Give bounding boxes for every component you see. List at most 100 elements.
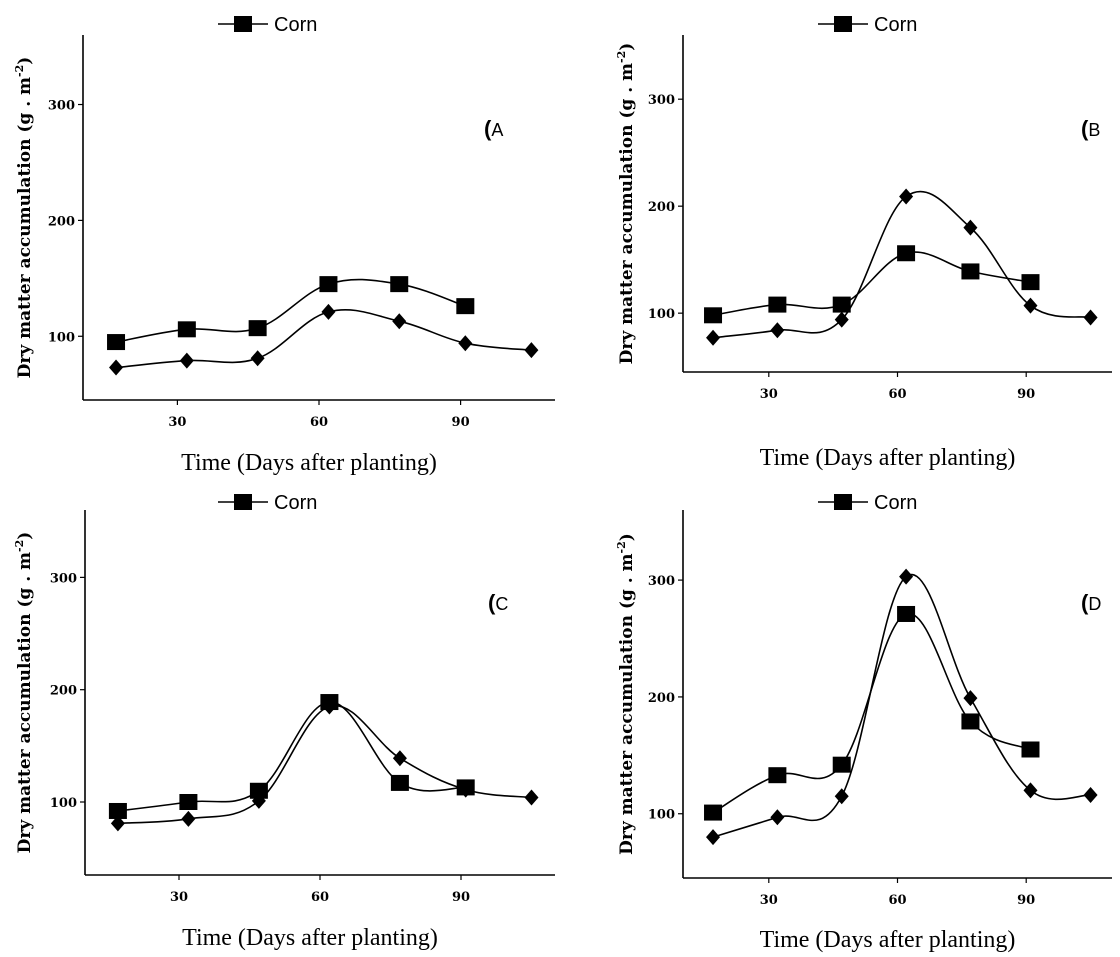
- legend: Corn: [818, 492, 917, 514]
- x-tick-label: 30: [170, 890, 188, 905]
- y-tick-label: 200: [648, 691, 675, 706]
- y-axis-label: Dry matter accumulation (g . m-2): [615, 43, 637, 365]
- diamond-point: [706, 329, 721, 346]
- diamond-point: [1083, 309, 1098, 326]
- series-diamond: [706, 188, 1098, 346]
- legend-label: Corn: [874, 14, 917, 36]
- series-corn: [704, 245, 1040, 324]
- y-tick-label: 200: [48, 214, 75, 229]
- legend: Corn: [218, 492, 317, 514]
- y-tick-label: 300: [648, 93, 675, 108]
- x-axis-label: Time (Days after planting): [760, 927, 1016, 953]
- diamond-point: [179, 352, 194, 369]
- square-point: [897, 605, 916, 622]
- legend-square-marker: [234, 494, 252, 510]
- series-diamond: [110, 698, 539, 832]
- diamond-point: [251, 792, 266, 809]
- x-tick-label: 60: [888, 387, 906, 402]
- series-corn: [107, 276, 475, 351]
- diamond-point: [321, 303, 336, 320]
- diamond-point: [963, 219, 978, 236]
- legend-square-marker: [834, 494, 852, 510]
- square-point: [456, 298, 475, 315]
- square-point: [832, 756, 851, 773]
- square-point: [1021, 741, 1040, 758]
- diamond-point: [181, 810, 196, 827]
- diamond-point: [250, 350, 265, 367]
- series-diamond-line: [115, 308, 532, 369]
- y-axis-label: Dry matter accumulation (g . m-2): [615, 533, 637, 855]
- legend-square-marker: [234, 16, 252, 32]
- diamond-point: [109, 359, 124, 376]
- y-tick-label: 200: [648, 200, 675, 215]
- panel-d: 30 60 90 100 200 300 Time (Days after planting…: [615, 492, 1112, 953]
- square-point: [704, 804, 723, 821]
- square-point: [832, 296, 851, 313]
- series-corn-line: [117, 701, 466, 812]
- square-point: [768, 296, 787, 313]
- x-tick-label: 90: [1017, 893, 1035, 908]
- series-corn: [704, 605, 1040, 821]
- diamond-point: [1023, 782, 1038, 799]
- x-tick-label: 60: [888, 893, 906, 908]
- diamond-point: [899, 568, 914, 585]
- y-axis-label: Dry matter accumulation (g . m-2): [13, 57, 35, 379]
- diamond-point: [1023, 297, 1038, 314]
- diamond-point: [963, 690, 978, 707]
- y-tick-label: 100: [648, 808, 675, 823]
- diamond-point: [770, 809, 785, 826]
- series-corn-line: [712, 613, 1031, 814]
- diamond-point: [1083, 787, 1098, 804]
- diamond-point: [834, 311, 849, 328]
- series-diamond: [706, 568, 1098, 846]
- x-tick-label: 60: [311, 890, 329, 905]
- diamond-point: [322, 698, 337, 715]
- square-point: [961, 263, 980, 280]
- panel-label: (C: [488, 590, 508, 615]
- legend-square-marker: [834, 16, 852, 32]
- y-tick-label: 300: [50, 571, 77, 586]
- legend-label: Corn: [274, 492, 317, 514]
- x-tick-label: 90: [452, 890, 470, 905]
- legend-label: Corn: [874, 492, 917, 514]
- diamond-point: [110, 815, 125, 832]
- square-point: [1021, 274, 1040, 291]
- series-diamond: [109, 303, 539, 376]
- x-tick-label: 30: [760, 893, 778, 908]
- square-point: [768, 767, 787, 784]
- diamond-point: [770, 322, 785, 339]
- panel-c: 30 60 90 100 200 300 Time (Days after planting…: [13, 492, 555, 951]
- y-axis-label: Dry matter accumulation (g . m-2): [13, 532, 35, 854]
- x-axis-label: Time (Days after planting): [182, 925, 438, 951]
- y-tick-label: 300: [648, 574, 675, 589]
- x-tick-label: 90: [452, 415, 470, 430]
- y-tick-label: 200: [50, 684, 77, 699]
- panel-label: (D: [1081, 590, 1101, 615]
- y-tick-label: 100: [48, 330, 75, 345]
- square-point: [108, 802, 127, 819]
- square-point: [248, 320, 267, 337]
- diamond-point: [392, 313, 407, 330]
- diamond-point: [706, 829, 721, 846]
- panel-a: 30 60 90 100 200 300 Time (Days after planting…: [13, 14, 555, 476]
- square-point: [390, 276, 409, 293]
- diamond-point: [524, 342, 539, 359]
- series-corn: [108, 694, 475, 819]
- y-tick-label: 100: [648, 307, 675, 322]
- diamond-point: [834, 788, 849, 805]
- diamond-point: [899, 188, 914, 205]
- x-tick-label: 30: [760, 387, 778, 402]
- diamond-point: [458, 781, 473, 798]
- panel-label: (A: [484, 116, 503, 141]
- square-point: [177, 321, 196, 338]
- square-point: [107, 334, 126, 351]
- diamond-point: [524, 789, 539, 806]
- x-tick-label: 30: [168, 415, 186, 430]
- square-point: [319, 276, 338, 293]
- panel-label: (B: [1081, 116, 1100, 141]
- square-point: [249, 782, 268, 799]
- x-axis-label: Time (Days after planting): [760, 445, 1016, 471]
- y-tick-label: 100: [50, 796, 77, 811]
- diamond-point: [392, 750, 407, 767]
- square-point: [897, 245, 916, 262]
